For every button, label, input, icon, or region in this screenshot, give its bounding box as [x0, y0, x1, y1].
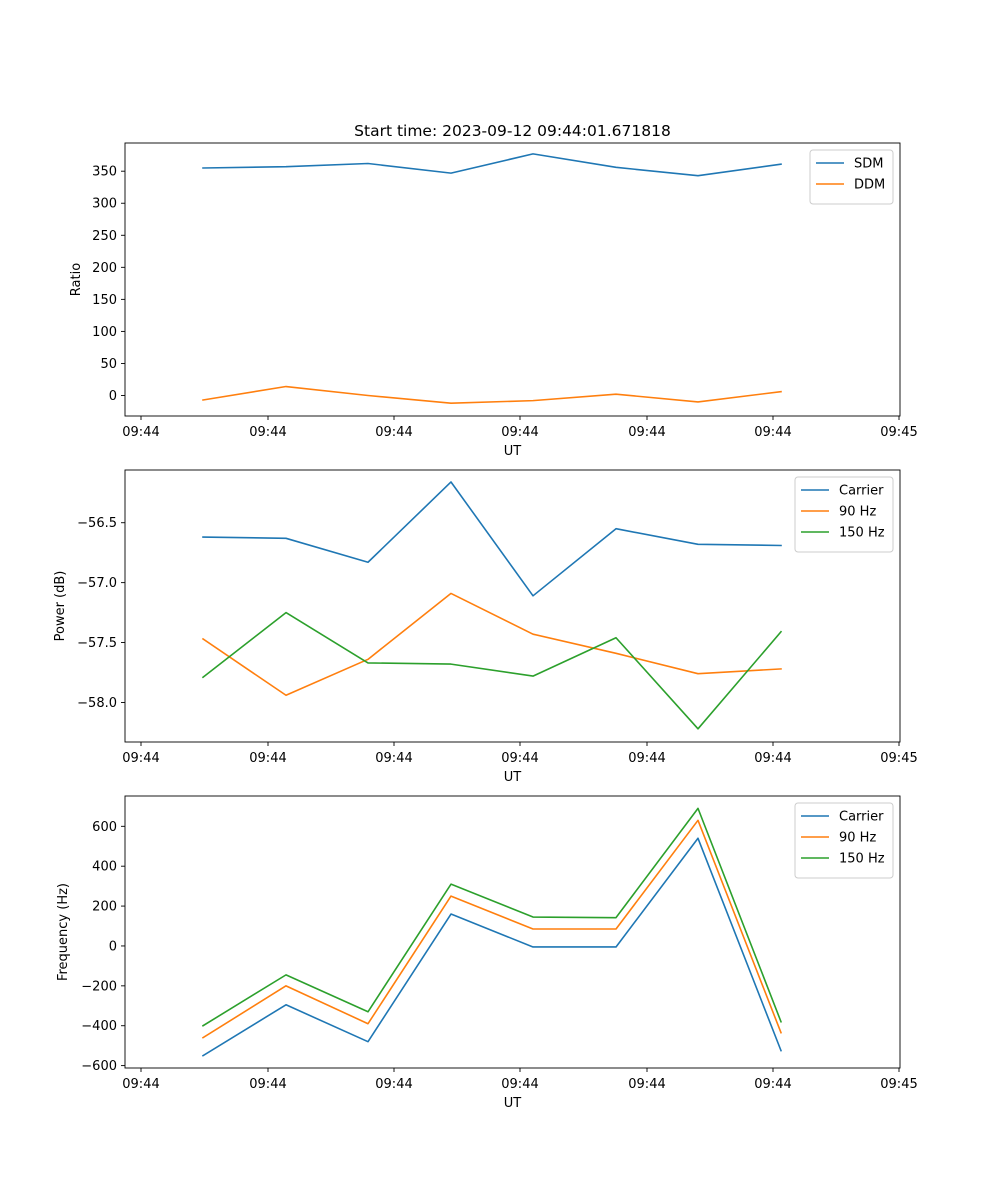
x-tick-label: 09:44 [375, 425, 412, 440]
legend-box [794, 802, 894, 879]
x-tick-label: 09:44 [249, 1077, 286, 1092]
x-tick-label: 09:45 [880, 1077, 917, 1092]
series-line-150-hz [201, 807, 783, 1027]
y-tick-label: 400 [92, 860, 117, 875]
y-tick-label: 200 [92, 900, 117, 915]
series-line-150-hz [201, 611, 783, 730]
series-line-sdm [202, 153, 782, 177]
y-tick-label: 150 [92, 293, 117, 308]
y-tick-label: 0 [109, 939, 117, 954]
x-tick-label: 09:44 [628, 1077, 665, 1092]
plot-frame [124, 795, 901, 1069]
legend-label: SDM [854, 157, 883, 172]
y-tick-label: 300 [92, 197, 117, 212]
plot-frame [124, 142, 901, 417]
y-tick-label: −600 [81, 1059, 117, 1074]
frequency-panel: 09:44 09:44 09:44 09:44 09:44 09:44 09:45 −600 −… [56, 795, 918, 1111]
x-tick-label: 09:44 [122, 1077, 159, 1092]
power-panel: 09:44 09:44 09:44 09:44 09:44 09:44 09:45 −58.0… [53, 469, 918, 785]
x-tick-label: 09:44 [628, 425, 665, 440]
legend-label: 150 Hz [839, 526, 885, 541]
legend: Carrier 90 Hz 150 Hz [794, 802, 894, 879]
legend: SDM DDM [809, 149, 894, 205]
series-line-90-hz [201, 819, 783, 1039]
y-axis-label: Ratio [69, 263, 84, 296]
legend-label: 90 Hz [839, 831, 876, 846]
y-tick-label: −200 [81, 979, 117, 994]
x-tick-label: 09:44 [501, 425, 538, 440]
plot-frame [124, 469, 901, 743]
x-tick-label: 09:45 [880, 751, 917, 766]
x-tick-label: 09:44 [501, 1077, 538, 1092]
x-tick-label: 09:44 [249, 751, 286, 766]
y-tick-label: −56.5 [77, 516, 117, 531]
ratio-panel: 09:44 09:44 09:44 09:44 09:44 09:44 09:45 0 50 10… [69, 142, 918, 459]
legend-box [794, 476, 894, 553]
x-tick-label: 09:44 [754, 1077, 791, 1092]
y-tick-label: 200 [92, 261, 117, 276]
x-tick-label: 09:44 [501, 751, 538, 766]
figure-title: Start time: 2023-09-12 09:44:01.671818 [354, 122, 671, 140]
y-tick-label: 0 [109, 389, 117, 404]
x-axis-label: UT [504, 1096, 522, 1111]
legend-label: 150 Hz [839, 852, 885, 867]
x-tick-label: 09:44 [754, 751, 791, 766]
y-axis-label: Frequency (Hz) [56, 883, 71, 981]
x-tick-label: 09:44 [122, 425, 159, 440]
legend-label: Carrier [839, 484, 884, 499]
series-line-90-hz [201, 592, 782, 697]
y-tick-label: −400 [81, 1019, 117, 1034]
x-tick-label: 09:44 [754, 425, 791, 440]
x-tick-label: 09:45 [880, 425, 917, 440]
x-tick-label: 09:44 [375, 751, 412, 766]
x-tick-label: 09:44 [122, 751, 159, 766]
legend-label: Carrier [839, 810, 884, 825]
y-tick-label: −58.0 [77, 696, 117, 711]
x-axis-label: UT [504, 770, 522, 785]
y-tick-label: 600 [92, 820, 117, 835]
series-line-ddm [202, 385, 782, 404]
x-axis-label: UT [504, 444, 522, 459]
series-line-carrier [201, 837, 783, 1057]
y-tick-label: 350 [92, 165, 117, 180]
series-line-carrier [202, 481, 782, 597]
x-tick-label: 09:44 [249, 425, 286, 440]
y-tick-label: −57.0 [77, 576, 117, 591]
y-axis-label: Power (dB) [53, 571, 68, 642]
x-tick-label: 09:44 [375, 1077, 412, 1092]
y-tick-label: 100 [92, 325, 117, 340]
legend-label: 90 Hz [839, 505, 876, 520]
x-tick-label: 09:44 [628, 751, 665, 766]
y-tick-label: 250 [92, 229, 117, 244]
legend: Carrier 90 Hz 150 Hz [794, 476, 894, 553]
y-tick-label: −57.5 [77, 636, 117, 651]
y-tick-label: 50 [100, 357, 117, 372]
legend-label: DDM [854, 178, 885, 193]
